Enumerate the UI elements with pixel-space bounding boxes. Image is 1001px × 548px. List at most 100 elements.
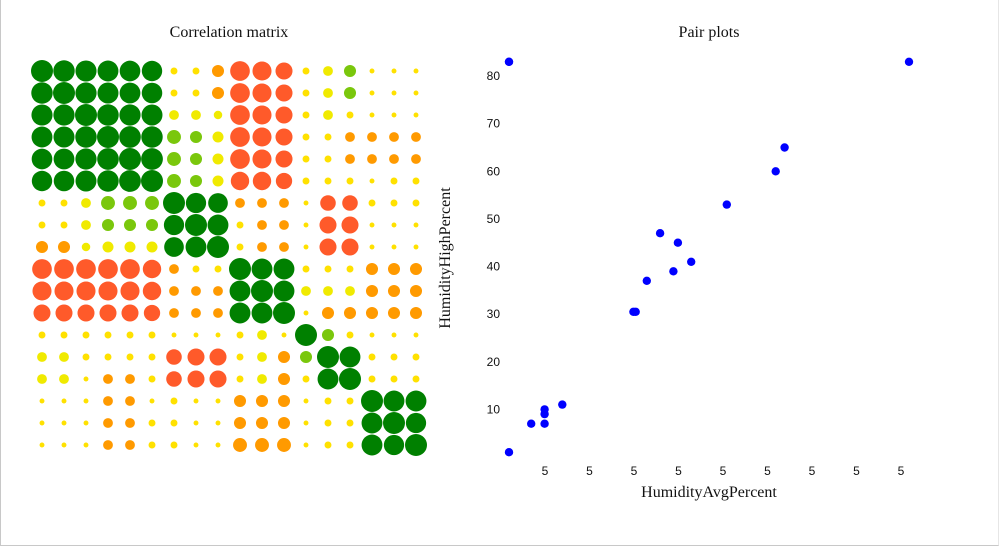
correlation-dot — [192, 67, 200, 75]
scatter-point — [504, 57, 514, 66]
correlation-dot — [412, 177, 420, 185]
correlation-dot — [236, 221, 244, 229]
y-tick-label: 50 — [487, 212, 501, 226]
correlation-dot — [120, 281, 140, 301]
correlation-dot — [53, 170, 75, 192]
correlation-dot — [31, 104, 53, 126]
correlation-dot — [193, 332, 199, 338]
correlation-dot — [303, 442, 309, 448]
correlation-dot — [391, 68, 397, 74]
correlation-dot — [368, 199, 376, 207]
scatter-point — [540, 409, 549, 419]
scatter-point — [722, 200, 731, 209]
correlation-dot — [119, 82, 141, 104]
correlation-dot — [323, 110, 333, 120]
correlation-dot — [145, 218, 159, 232]
correlation-dot — [391, 90, 397, 96]
correlation-dot — [302, 265, 310, 273]
correlation-dot — [53, 104, 75, 126]
y-tick-label: 40 — [487, 260, 501, 274]
correlation-dot — [126, 353, 134, 361]
correlation-dot — [189, 152, 203, 166]
correlation-dot — [61, 442, 67, 448]
correlation-dot — [383, 434, 405, 456]
correlation-dot — [53, 148, 75, 170]
correlation-dot — [169, 308, 179, 318]
correlation-dot — [125, 374, 135, 384]
correlation-dot — [343, 306, 357, 320]
correlation-dot — [76, 281, 96, 301]
y-axis-ticks: 10 20 30 40 50 60 70 80 — [487, 69, 501, 416]
correlation-dot — [53, 126, 75, 148]
correlation-dot — [81, 220, 91, 230]
correlation-dot — [125, 396, 135, 406]
correlation-dot — [324, 397, 332, 405]
correlation-dot — [75, 148, 97, 170]
correlation-dot — [277, 394, 291, 408]
correlation-dot — [145, 196, 159, 210]
correlation-dot — [97, 104, 119, 126]
correlation-dot — [273, 280, 295, 302]
correlation-dot — [412, 353, 420, 361]
correlation-dot — [146, 241, 158, 253]
correlation-dot — [38, 221, 46, 229]
scatter-point — [687, 257, 696, 266]
correlation-dot — [83, 420, 89, 426]
correlation-dot — [208, 193, 228, 213]
correlation-dot — [302, 111, 310, 119]
correlation-dot — [273, 302, 295, 324]
correlation-dot — [215, 442, 221, 448]
correlation-dot — [53, 60, 75, 82]
correlation-dot — [148, 441, 156, 449]
correlation-dot — [367, 132, 377, 142]
correlation-dot — [32, 281, 52, 301]
correlation-dot — [365, 284, 379, 298]
correlation-dot — [391, 112, 397, 118]
correlation-dot — [39, 442, 45, 448]
correlation-dot — [383, 412, 405, 434]
correlation-dot — [163, 192, 185, 214]
correlation-dot — [251, 280, 273, 302]
y-tick-label: 10 — [487, 402, 501, 416]
correlation-dot — [413, 90, 419, 96]
correlation-dot — [59, 374, 69, 384]
correlation-dot — [368, 375, 376, 383]
correlation-dot — [275, 150, 293, 168]
correlation-dot — [123, 218, 137, 232]
scatter-point — [631, 307, 640, 316]
correlation-dot — [141, 104, 163, 126]
correlation-matrix-title: Correlation matrix — [170, 24, 289, 41]
correlation-dot — [54, 259, 74, 279]
correlation-dot — [324, 265, 332, 273]
x-axis-ticks: 5 5 5 5 5 5 5 5 5 — [542, 464, 905, 478]
scatter-point — [527, 419, 536, 428]
correlation-dot — [215, 420, 221, 426]
correlation-dot — [141, 82, 163, 104]
correlation-dot — [55, 304, 73, 322]
correlation-dot — [369, 332, 375, 338]
correlation-dot — [60, 199, 68, 207]
correlation-dot — [368, 353, 376, 361]
correlation-dot — [75, 126, 97, 148]
correlation-dot — [101, 218, 115, 232]
correlation-dot — [31, 126, 53, 148]
correlation-dot — [191, 286, 201, 296]
correlation-dot — [191, 308, 201, 318]
correlation-dot — [233, 438, 247, 452]
correlation-dot — [35, 240, 49, 254]
correlation-dot — [97, 170, 119, 192]
correlation-dot — [103, 374, 113, 384]
correlation-dot — [303, 398, 309, 404]
correlation-dot — [391, 332, 397, 338]
correlation-dot — [252, 105, 272, 125]
correlation-dot — [252, 149, 272, 169]
correlation-dot — [317, 346, 339, 368]
correlation-dot — [31, 60, 53, 82]
correlation-dot — [119, 60, 141, 82]
correlation-dot — [302, 133, 310, 141]
correlation-dot — [361, 434, 383, 456]
correlation-dot — [390, 353, 398, 361]
correlation-dot — [413, 332, 419, 338]
correlation-dot — [53, 82, 75, 104]
scatter-point — [771, 167, 780, 176]
